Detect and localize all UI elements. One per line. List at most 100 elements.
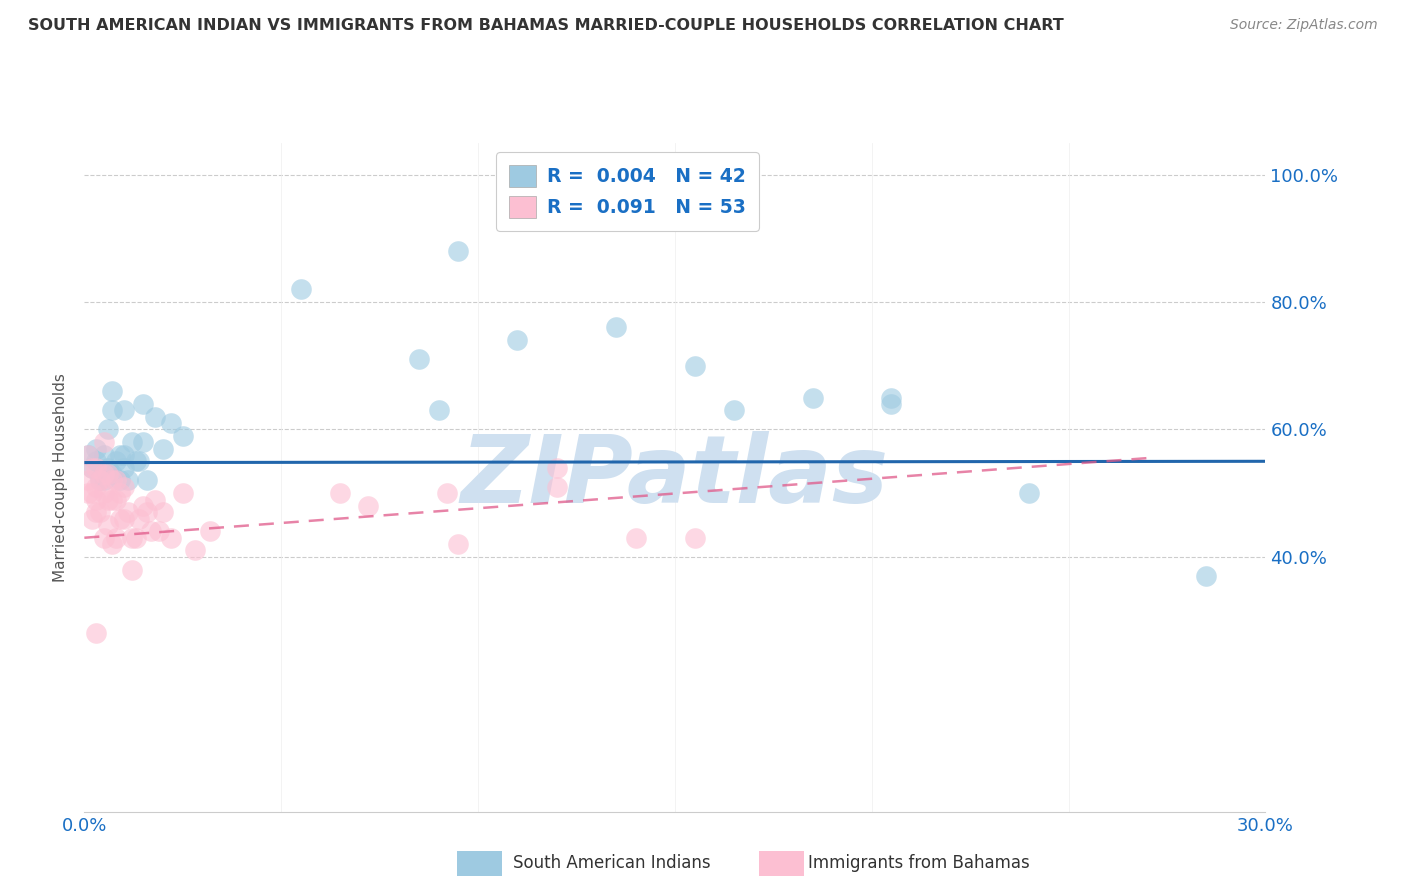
Point — [136, 505, 159, 519]
Point — [408, 352, 430, 367]
Point — [683, 359, 706, 373]
Point — [93, 435, 115, 450]
Point — [108, 486, 131, 500]
Point — [128, 511, 150, 525]
Point — [172, 429, 194, 443]
Point — [152, 505, 174, 519]
Point — [200, 524, 222, 539]
Point — [101, 492, 124, 507]
Legend: R =  0.004   N = 42, R =  0.091   N = 53: R = 0.004 N = 42, R = 0.091 N = 53 — [496, 153, 759, 231]
Point — [77, 486, 100, 500]
Point — [143, 492, 166, 507]
Point — [546, 480, 568, 494]
Point — [97, 518, 120, 533]
Point — [84, 480, 107, 494]
Point — [172, 486, 194, 500]
Point — [506, 333, 529, 347]
Point — [108, 511, 131, 525]
Point — [121, 435, 143, 450]
Text: Source: ZipAtlas.com: Source: ZipAtlas.com — [1230, 18, 1378, 32]
Point — [112, 448, 135, 462]
Point — [104, 454, 127, 468]
Text: Immigrants from Bahamas: Immigrants from Bahamas — [808, 855, 1031, 872]
Point — [605, 320, 627, 334]
Point — [112, 460, 135, 475]
Point — [84, 442, 107, 456]
Point — [160, 416, 183, 430]
Point — [104, 531, 127, 545]
Point — [160, 531, 183, 545]
Point — [801, 391, 824, 405]
Point — [84, 492, 107, 507]
Point — [82, 460, 104, 475]
Point — [329, 486, 352, 500]
Point — [97, 422, 120, 436]
Point — [101, 474, 124, 488]
Point — [89, 474, 111, 488]
Point — [93, 474, 115, 488]
Point — [546, 460, 568, 475]
Point — [93, 448, 115, 462]
Point — [136, 474, 159, 488]
Point — [112, 511, 135, 525]
Point — [77, 448, 100, 462]
Y-axis label: Married-couple Households: Married-couple Households — [53, 373, 69, 582]
Text: ZIPatlas: ZIPatlas — [461, 431, 889, 524]
Point — [112, 480, 135, 494]
Point — [104, 492, 127, 507]
Point — [447, 537, 470, 551]
Point — [84, 505, 107, 519]
Point — [93, 486, 115, 500]
Point — [880, 397, 903, 411]
Point — [77, 448, 100, 462]
Point — [89, 474, 111, 488]
Point — [143, 409, 166, 424]
Point — [101, 403, 124, 417]
Point — [97, 467, 120, 481]
Point — [101, 537, 124, 551]
Point — [117, 505, 139, 519]
Text: SOUTH AMERICAN INDIAN VS IMMIGRANTS FROM BAHAMAS MARRIED-COUPLE HOUSEHOLDS CORRE: SOUTH AMERICAN INDIAN VS IMMIGRANTS FROM… — [28, 18, 1064, 33]
Point — [104, 474, 127, 488]
Point — [880, 391, 903, 405]
Point — [132, 499, 155, 513]
Point — [723, 403, 745, 417]
Point — [290, 282, 312, 296]
Point — [148, 524, 170, 539]
Point — [117, 474, 139, 488]
Point — [357, 499, 380, 513]
Point — [89, 505, 111, 519]
Point — [683, 531, 706, 545]
Point — [82, 486, 104, 500]
Point — [101, 467, 124, 481]
Point — [1195, 569, 1218, 583]
Point — [77, 474, 100, 488]
Point — [128, 454, 150, 468]
Point — [84, 460, 107, 475]
Point — [624, 531, 647, 545]
Point — [427, 403, 450, 417]
Point — [141, 524, 163, 539]
Point — [93, 467, 115, 481]
Text: South American Indians: South American Indians — [513, 855, 711, 872]
Point — [132, 435, 155, 450]
Point — [84, 626, 107, 640]
Point — [112, 403, 135, 417]
Point — [152, 442, 174, 456]
Point — [82, 460, 104, 475]
Point — [132, 397, 155, 411]
Point — [124, 454, 146, 468]
Point — [84, 454, 107, 468]
Point — [93, 531, 115, 545]
Point — [97, 492, 120, 507]
Point — [108, 448, 131, 462]
Point — [124, 531, 146, 545]
Point — [97, 460, 120, 475]
Point — [82, 511, 104, 525]
Point — [101, 384, 124, 399]
Point — [121, 531, 143, 545]
Point — [447, 244, 470, 258]
Point — [1018, 486, 1040, 500]
Point — [183, 543, 205, 558]
Point — [121, 563, 143, 577]
